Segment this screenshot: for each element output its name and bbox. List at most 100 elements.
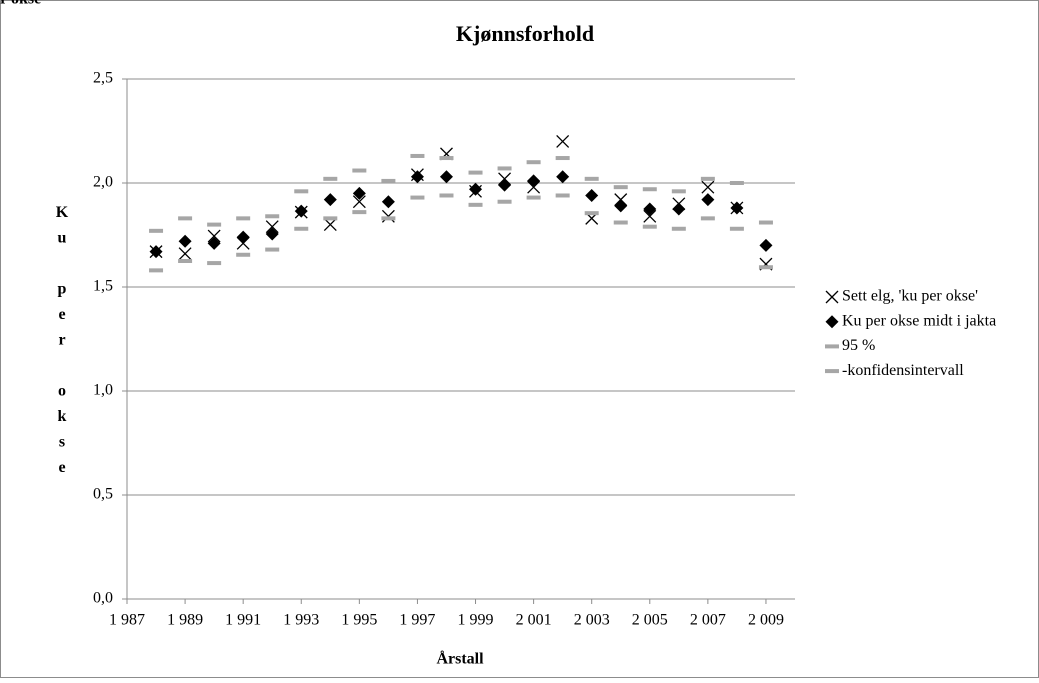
diamond-marker (672, 202, 686, 216)
x-marker (556, 134, 570, 148)
dash-marker (149, 268, 164, 273)
x-marker (701, 180, 715, 194)
dash-marker (207, 261, 222, 266)
x-marker (323, 218, 337, 232)
diamond-marker (825, 315, 839, 329)
dash-marker (613, 185, 628, 190)
x-tick-label: 2 003 (574, 612, 610, 629)
x-tick-label: 1 991 (225, 612, 261, 629)
diamond-marker (701, 193, 715, 207)
dash-marker (294, 189, 309, 194)
diamond-marker (236, 230, 250, 244)
dash-marker (584, 211, 599, 216)
dash-marker (439, 156, 454, 161)
diamond-marker (410, 170, 424, 184)
dash-marker (178, 259, 193, 263)
dash-marker (758, 265, 773, 270)
dash-marker (410, 153, 425, 158)
diamond-marker (614, 199, 628, 213)
y-tick-label: 2,0 (93, 174, 113, 191)
dash-marker (352, 210, 367, 215)
dash-marker (236, 252, 251, 257)
dash-marker (497, 166, 512, 171)
x-tick-label: 1 993 (283, 612, 319, 629)
diamond-marker (439, 170, 453, 184)
legend-label: Sett elg, 'ku per okse' (842, 288, 978, 305)
diamond-marker (527, 174, 541, 188)
y-tick-label: 2,5 (93, 70, 113, 87)
dash-marker (410, 195, 425, 200)
diamond-marker (498, 178, 512, 192)
diamond-marker (207, 236, 221, 250)
dash-marker (526, 195, 541, 200)
x-marker (207, 229, 221, 243)
dash-marker (613, 220, 628, 225)
dash-marker (758, 220, 773, 225)
legend-label: -konfidensintervall (842, 362, 964, 379)
diamond-marker (730, 201, 744, 215)
y-tick-label: 0,0 (93, 590, 113, 607)
dash-marker (294, 226, 309, 231)
diamond-marker (556, 170, 570, 184)
dash-marker (207, 222, 222, 227)
x-marker (178, 247, 192, 261)
dash-marker (671, 226, 686, 231)
dash-marker (439, 193, 454, 198)
dash-marker (700, 176, 715, 181)
x-marker (265, 220, 279, 234)
diamond-marker (178, 234, 192, 248)
x-axis-title: Årstall (436, 650, 484, 668)
diamond-marker (149, 245, 163, 259)
x-tick-label: 2 007 (690, 612, 726, 629)
y-tick-label: 0,5 (93, 486, 113, 503)
chart-title: Kjønnsforhold (456, 21, 594, 46)
y-tick-label: 1,5 (93, 278, 113, 295)
dash-marker (468, 170, 483, 175)
diamond-marker (265, 227, 279, 241)
dash-marker (825, 344, 839, 349)
x-tick-label: 2 005 (632, 612, 668, 629)
x-tick-label: 2 009 (748, 612, 784, 629)
dash-marker (825, 369, 839, 374)
diamond-marker (643, 202, 657, 216)
x-tick-label: 1 987 (109, 612, 145, 629)
x-tick-label: 1 989 (167, 612, 203, 629)
dash-marker (700, 216, 715, 221)
x-tick-label: 1 999 (458, 612, 494, 629)
dash-marker (468, 202, 483, 207)
x-marker (352, 195, 366, 209)
dash-marker (497, 199, 512, 204)
dash-marker (323, 216, 338, 221)
x-tick-label: 1 995 (341, 612, 377, 629)
x-marker (643, 209, 657, 223)
diamond-marker (585, 188, 599, 202)
dash-marker (236, 216, 251, 221)
dash-marker (671, 189, 686, 194)
dash-marker (381, 216, 396, 221)
legend-label: 95 % (842, 337, 875, 354)
diamond-marker (759, 238, 773, 252)
dash-marker (323, 176, 338, 181)
dash-marker (178, 216, 193, 221)
diamond-marker (352, 186, 366, 200)
dash-marker (729, 181, 744, 185)
legend-label: Ku per okse midt i jakta (842, 312, 996, 329)
dash-marker (381, 178, 396, 183)
x-marker (825, 290, 839, 304)
dash-marker (642, 224, 657, 229)
x-tick-label: 1 997 (399, 612, 435, 629)
dash-marker (729, 226, 744, 231)
dash-marker (265, 214, 280, 219)
dash-marker (352, 168, 367, 173)
x-tick-label: 2 001 (516, 612, 552, 629)
diamond-marker (294, 204, 308, 218)
dash-marker (584, 176, 599, 181)
diamond-marker (323, 193, 337, 207)
dash-marker (265, 247, 280, 252)
dash-marker (642, 187, 657, 192)
dash-marker (555, 156, 570, 161)
dash-marker (555, 193, 570, 198)
dash-marker (149, 228, 164, 233)
